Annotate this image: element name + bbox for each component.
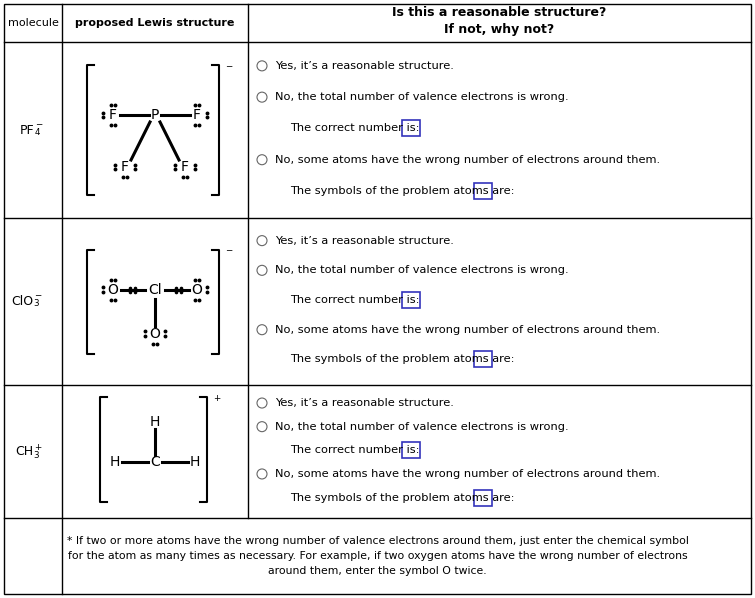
Text: No, the total number of valence electrons is wrong.: No, the total number of valence electron…: [275, 422, 569, 432]
Bar: [474, 183, 492, 199]
Text: C: C: [150, 454, 160, 468]
Circle shape: [257, 236, 267, 246]
Text: Yes, it’s a reasonable structure.: Yes, it’s a reasonable structure.: [275, 398, 454, 408]
Text: The correct number is:: The correct number is:: [290, 446, 420, 455]
Text: proposed Lewis structure: proposed Lewis structure: [76, 18, 235, 28]
Text: H: H: [109, 454, 120, 468]
Circle shape: [257, 266, 267, 275]
Text: O: O: [192, 282, 202, 297]
Text: PF: PF: [20, 124, 34, 136]
Text: Yes, it’s a reasonable structure.: Yes, it’s a reasonable structure.: [275, 236, 454, 246]
Text: No, some atoms have the wrong number of electrons around them.: No, some atoms have the wrong number of …: [275, 469, 660, 479]
Text: No, some atoms have the wrong number of electrons around them.: No, some atoms have the wrong number of …: [275, 325, 660, 335]
Text: H: H: [149, 414, 160, 429]
Text: The symbols of the problem atoms are:: The symbols of the problem atoms are:: [290, 186, 514, 196]
Text: O: O: [107, 282, 119, 297]
Text: ClO: ClO: [11, 295, 33, 308]
Text: No, some atoms have the wrong number of electrons around them.: No, some atoms have the wrong number of …: [275, 155, 660, 164]
Text: Yes, it’s a reasonable structure.: Yes, it’s a reasonable structure.: [275, 61, 454, 71]
Text: No, the total number of valence electrons is wrong.: No, the total number of valence electron…: [275, 92, 569, 102]
Text: CH: CH: [15, 445, 33, 458]
Text: F: F: [181, 160, 189, 174]
Bar: [402, 292, 420, 308]
Text: Is this a reasonable structure?
If not, why not?: Is this a reasonable structure? If not, …: [393, 5, 607, 36]
Text: F: F: [193, 108, 201, 122]
Text: P: P: [151, 108, 159, 122]
Text: No, the total number of valence electrons is wrong.: No, the total number of valence electron…: [275, 266, 569, 275]
Text: F: F: [121, 160, 129, 174]
Circle shape: [257, 325, 267, 335]
Text: molecule: molecule: [8, 18, 58, 28]
Text: The correct number is:: The correct number is:: [290, 295, 420, 305]
Bar: [474, 490, 492, 505]
Text: The symbols of the problem atoms are:: The symbols of the problem atoms are:: [290, 355, 514, 364]
Circle shape: [257, 92, 267, 102]
Text: Cl: Cl: [148, 282, 162, 297]
Text: O: O: [149, 327, 160, 340]
Text: $^-$: $^-$: [224, 63, 234, 76]
Bar: [474, 352, 492, 367]
Text: The correct number is:: The correct number is:: [290, 123, 420, 133]
Text: * If two or more atoms have the wrong number of valence electrons around them, j: * If two or more atoms have the wrong nu…: [66, 536, 689, 576]
Circle shape: [257, 422, 267, 432]
Bar: [402, 443, 420, 458]
Text: F: F: [109, 108, 117, 122]
Bar: [402, 120, 420, 136]
Text: $_3^+$: $_3^+$: [33, 442, 43, 461]
Text: H: H: [190, 454, 200, 468]
Text: The symbols of the problem atoms are:: The symbols of the problem atoms are:: [290, 493, 514, 502]
Text: $^-$: $^-$: [224, 248, 234, 261]
Text: $_3^-$: $_3^-$: [33, 294, 43, 309]
Text: $_4^-$: $_4^-$: [34, 122, 45, 138]
Circle shape: [257, 398, 267, 408]
Circle shape: [257, 61, 267, 71]
Circle shape: [257, 155, 267, 164]
Circle shape: [257, 469, 267, 479]
Text: $^+$: $^+$: [212, 395, 222, 407]
